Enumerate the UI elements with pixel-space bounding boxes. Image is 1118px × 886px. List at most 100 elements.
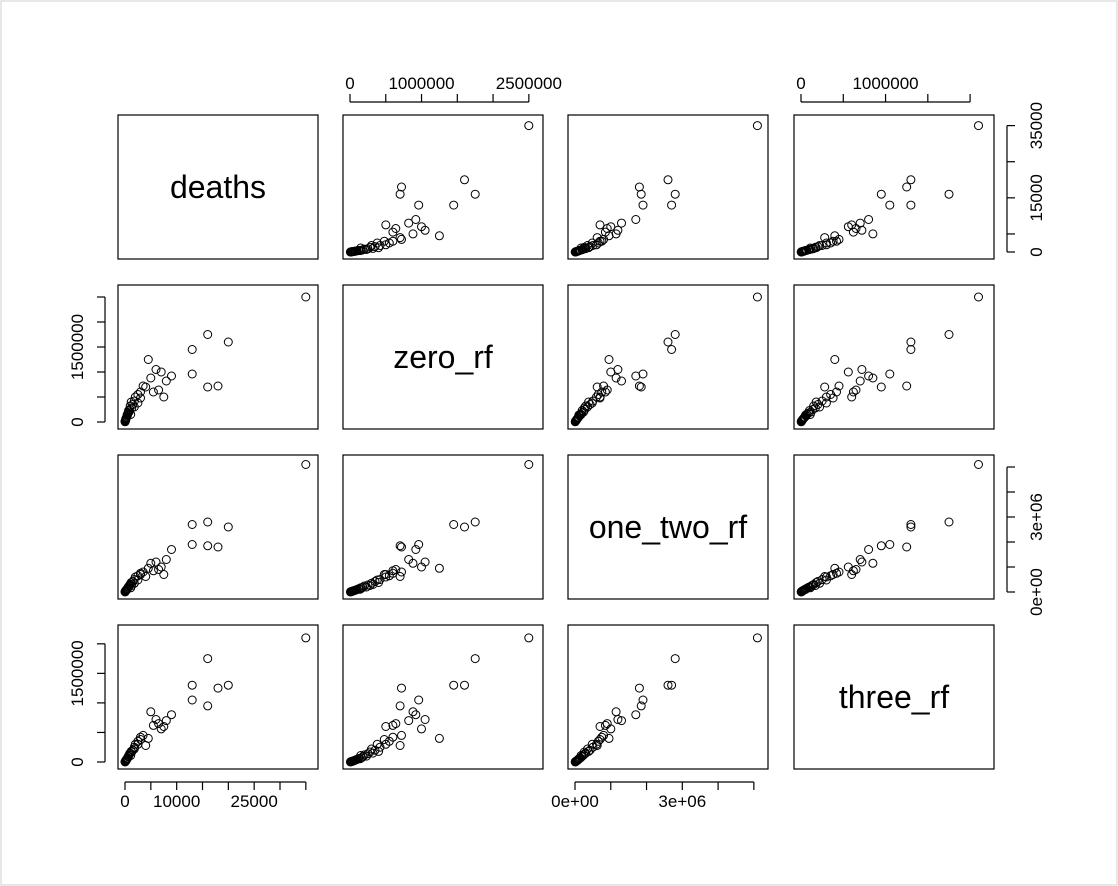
data-point bbox=[148, 566, 158, 576]
data-point bbox=[411, 215, 421, 224]
data-point bbox=[857, 557, 867, 567]
data-point bbox=[864, 545, 874, 554]
data-point bbox=[374, 578, 384, 587]
data-point bbox=[120, 417, 130, 427]
data-point bbox=[154, 565, 164, 574]
data-point bbox=[395, 572, 405, 581]
tick-label: 3e+06 bbox=[1027, 493, 1046, 541]
data-point bbox=[395, 541, 405, 551]
data-point bbox=[203, 517, 213, 527]
variable-label-one_two_rf: one_two_rf bbox=[589, 509, 747, 545]
panel-border bbox=[342, 454, 544, 600]
panel-border bbox=[567, 624, 769, 770]
data-point bbox=[857, 225, 867, 235]
panel-one_two_rf-vs-one_two_rf: one_two_rf bbox=[567, 454, 769, 600]
data-point bbox=[397, 182, 406, 192]
data-point bbox=[796, 587, 806, 597]
tick-label: 0 bbox=[796, 74, 805, 93]
data-point bbox=[902, 381, 912, 391]
data-point bbox=[404, 218, 414, 228]
data-point bbox=[570, 417, 580, 427]
data-point bbox=[906, 175, 916, 185]
panel-deaths-vs-zero_rf bbox=[342, 114, 544, 260]
data-point bbox=[470, 517, 480, 527]
data-point bbox=[301, 292, 311, 302]
data-point bbox=[187, 345, 197, 354]
data-point bbox=[167, 371, 176, 381]
panel-deaths-vs-one_two_rf bbox=[567, 114, 769, 260]
panel-border bbox=[793, 624, 995, 770]
tick-label: 3e+06 bbox=[658, 792, 706, 811]
data-point bbox=[395, 701, 405, 711]
data-point bbox=[631, 215, 641, 224]
data-point bbox=[820, 233, 830, 243]
data-point bbox=[449, 200, 459, 210]
data-point bbox=[148, 387, 158, 397]
data-point bbox=[847, 570, 857, 579]
axis-top-three_rf: 0 1000000 bbox=[796, 74, 971, 103]
data-point bbox=[600, 720, 610, 730]
panel-border bbox=[117, 454, 319, 600]
data-point bbox=[397, 730, 406, 740]
data-point bbox=[885, 540, 895, 549]
data-point bbox=[154, 385, 164, 395]
data-point bbox=[834, 381, 844, 391]
data-point bbox=[161, 716, 171, 726]
data-point bbox=[864, 371, 874, 381]
data-point bbox=[187, 695, 197, 705]
panel-zero_rf-vs-deaths bbox=[117, 284, 319, 430]
data-point bbox=[381, 572, 391, 582]
data-point bbox=[826, 238, 836, 248]
data-point bbox=[434, 733, 444, 743]
data-point bbox=[404, 716, 414, 726]
panel-zero_rf-vs-three_rf bbox=[793, 284, 995, 430]
tick-label: 0 bbox=[68, 417, 87, 426]
data-point bbox=[408, 229, 418, 239]
data-point bbox=[670, 330, 680, 339]
data-point bbox=[857, 365, 867, 374]
data-point bbox=[667, 200, 677, 210]
axis-right-deaths: 0 15000 35000 bbox=[1006, 102, 1046, 257]
data-point bbox=[187, 680, 197, 690]
data-point bbox=[524, 121, 534, 131]
data-point bbox=[830, 355, 840, 364]
panel-three_rf-vs-deaths bbox=[117, 624, 319, 770]
data-point bbox=[885, 200, 895, 210]
data-point bbox=[974, 292, 983, 302]
panel-border bbox=[342, 284, 544, 430]
data-point bbox=[796, 247, 806, 257]
data-point bbox=[611, 373, 621, 383]
panel-zero_rf-vs-zero_rf: zero_rf bbox=[342, 284, 544, 430]
data-point bbox=[187, 520, 197, 529]
data-point bbox=[843, 367, 853, 377]
data-point bbox=[868, 229, 878, 239]
data-point bbox=[420, 715, 430, 724]
data-point bbox=[587, 739, 597, 749]
data-point bbox=[128, 400, 138, 409]
data-point bbox=[876, 382, 886, 392]
axis-bottom-deaths: 0 10000 25000 bbox=[120, 781, 307, 811]
tick-label: 0e+00 bbox=[1027, 568, 1046, 616]
data-point bbox=[460, 680, 469, 690]
data-point bbox=[595, 220, 605, 230]
panel-deaths-vs-deaths: deaths bbox=[117, 114, 319, 260]
data-point bbox=[381, 722, 391, 731]
tick-label: 1500000 bbox=[68, 640, 87, 706]
panel-one_two_rf-vs-deaths bbox=[117, 454, 319, 600]
data-point bbox=[434, 231, 444, 241]
data-point bbox=[141, 382, 151, 392]
data-point bbox=[345, 757, 355, 767]
data-point bbox=[408, 707, 418, 717]
data-point bbox=[634, 381, 644, 391]
data-point bbox=[617, 376, 626, 386]
panel-border bbox=[117, 624, 319, 770]
data-point bbox=[752, 633, 762, 643]
data-point bbox=[944, 517, 954, 527]
data-point bbox=[146, 373, 156, 383]
data-point bbox=[372, 739, 382, 749]
panel-border bbox=[793, 114, 995, 260]
data-point bbox=[379, 735, 389, 744]
data-point bbox=[570, 757, 580, 767]
tick-label: 0 bbox=[68, 757, 87, 766]
data-point bbox=[345, 587, 355, 597]
